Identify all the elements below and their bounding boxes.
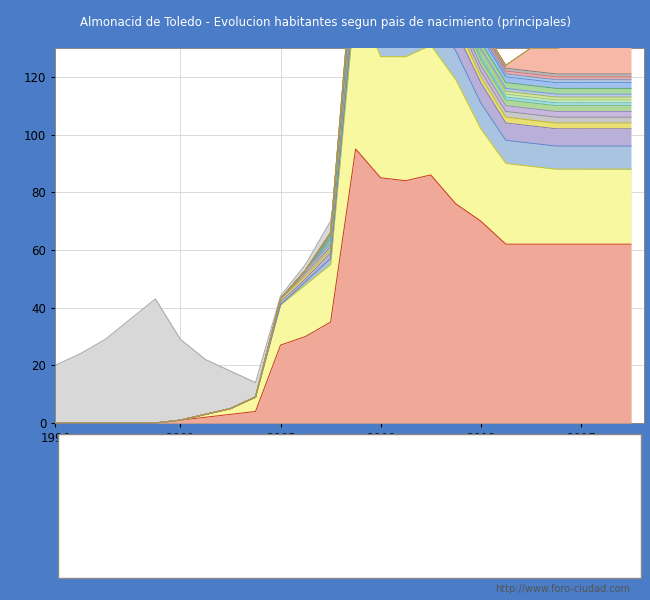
Bar: [260, 480, 277, 499]
Text: Colombia: Colombia: [183, 517, 229, 527]
Text: Reino Unido: Reino Unido: [477, 448, 536, 458]
Text: Francia: Francia: [85, 448, 120, 458]
Bar: [456, 514, 473, 533]
Bar: [260, 549, 277, 568]
Text: http://www.foro-ciudad.com: http://www.foro-ciudad.com: [495, 584, 630, 595]
Bar: [64, 480, 81, 499]
Text: Alemania: Alemania: [575, 448, 621, 458]
Bar: [162, 445, 179, 464]
Bar: [554, 514, 571, 533]
Bar: [456, 480, 473, 499]
Text: Marruecos: Marruecos: [281, 482, 332, 492]
Bar: [456, 445, 473, 464]
Text: Italia: Italia: [183, 448, 207, 458]
Text: Argentina: Argentina: [477, 482, 525, 492]
Bar: [358, 480, 374, 499]
Bar: [162, 480, 179, 499]
Text: Cuba: Cuba: [380, 482, 405, 492]
Text: Paraguay: Paraguay: [477, 517, 523, 527]
Text: Ucrania: Ucrania: [183, 482, 221, 492]
Bar: [162, 549, 179, 568]
Text: Brasil: Brasil: [85, 517, 112, 527]
Text: Ecuador: Ecuador: [380, 517, 419, 527]
Text: Polonia: Polonia: [281, 448, 317, 458]
Text: Otros: Otros: [281, 551, 307, 561]
Bar: [64, 514, 81, 533]
Bar: [162, 514, 179, 533]
Bar: [358, 445, 374, 464]
Text: Portugal: Portugal: [380, 448, 420, 458]
Text: Chile: Chile: [281, 517, 306, 527]
Bar: [64, 445, 81, 464]
FancyBboxPatch shape: [58, 434, 640, 578]
Text: Bolivia: Bolivia: [575, 482, 608, 492]
Text: China: China: [183, 551, 211, 561]
Text: Venezuela: Venezuela: [85, 551, 135, 561]
Text: Rumanía: Rumanía: [85, 482, 129, 492]
Bar: [358, 514, 374, 533]
Bar: [260, 514, 277, 533]
Text: Perú: Perú: [575, 517, 597, 527]
Bar: [64, 549, 81, 568]
Bar: [260, 445, 277, 464]
Bar: [554, 445, 571, 464]
Text: Almonacid de Toledo - Evolucion habitantes segun pais de nacimiento (principales: Almonacid de Toledo - Evolucion habitant…: [79, 16, 571, 29]
Bar: [554, 480, 571, 499]
